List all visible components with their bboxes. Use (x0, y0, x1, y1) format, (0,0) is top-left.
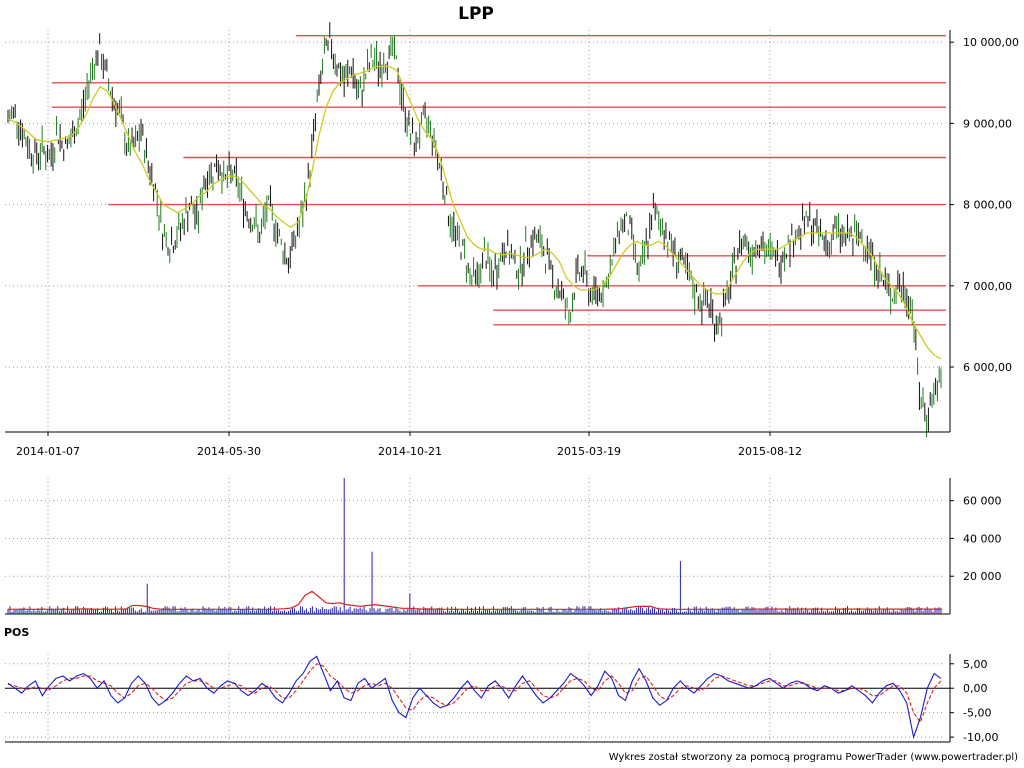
y-tick-label: 6 000,00 (963, 361, 1012, 374)
oscillator-panel: POS -10,00 -5,00 0,00 5,00 (4, 626, 998, 744)
oscillator-signal-line (7, 663, 942, 724)
y-tick-label: 8 000,00 (963, 199, 1012, 212)
oscillator-y-axis: -10,00 -5,00 0,00 5,00 (950, 658, 998, 744)
price-y-axis: 6 000,00 7 000,00 8 000,00 9 000,00 10 000,0… (950, 36, 1019, 374)
volume-bars (7, 478, 942, 614)
y-tick-label: 40 000 (963, 532, 1002, 545)
footer-credit: Wykres został stworzony za pomocą progra… (609, 752, 1018, 763)
y-tick-label: 7 000,00 (963, 280, 1012, 293)
y-tick-label: 0,00 (963, 682, 988, 695)
volume-y-axis: 20 000 40 000 60 000 (950, 495, 1002, 583)
y-tick-label: -10,00 (963, 731, 998, 744)
x-tick-label: 2015-08-12 (738, 445, 802, 458)
volume-panel: 20 000 40 000 60 000 (5, 478, 1002, 615)
volume-average-line (8, 590, 941, 610)
y-tick-label: -5,00 (963, 707, 991, 720)
y-tick-label: 60 000 (963, 495, 1002, 508)
x-tick-label: 2014-01-07 (16, 445, 80, 458)
x-tick-label: 2014-10-21 (378, 445, 442, 458)
y-tick-label: 9 000,00 (963, 117, 1012, 130)
price-panel: 6 000,00 7 000,00 8 000,00 9 000,00 10 000,0… (5, 22, 1019, 458)
x-tick-label: 2014-05-30 (197, 445, 261, 458)
price-bars (7, 22, 942, 438)
oscillator-panel-label: POS (4, 626, 29, 639)
y-tick-label: 5,00 (963, 658, 988, 671)
oscillator-line (7, 655, 942, 740)
price-x-axis: 2014-01-07 2014-05-30 2014-10-21 2015-03-19… (5, 431, 950, 458)
price-moving-average-line (7, 65, 942, 360)
x-tick-label: 2015-03-19 (557, 445, 621, 458)
price-horizontal-lines (51, 34, 946, 326)
y-tick-label: 20 000 (963, 570, 1002, 583)
y-tick-label: 10 000,00 (963, 36, 1019, 49)
chart-title: LPP (458, 4, 494, 24)
